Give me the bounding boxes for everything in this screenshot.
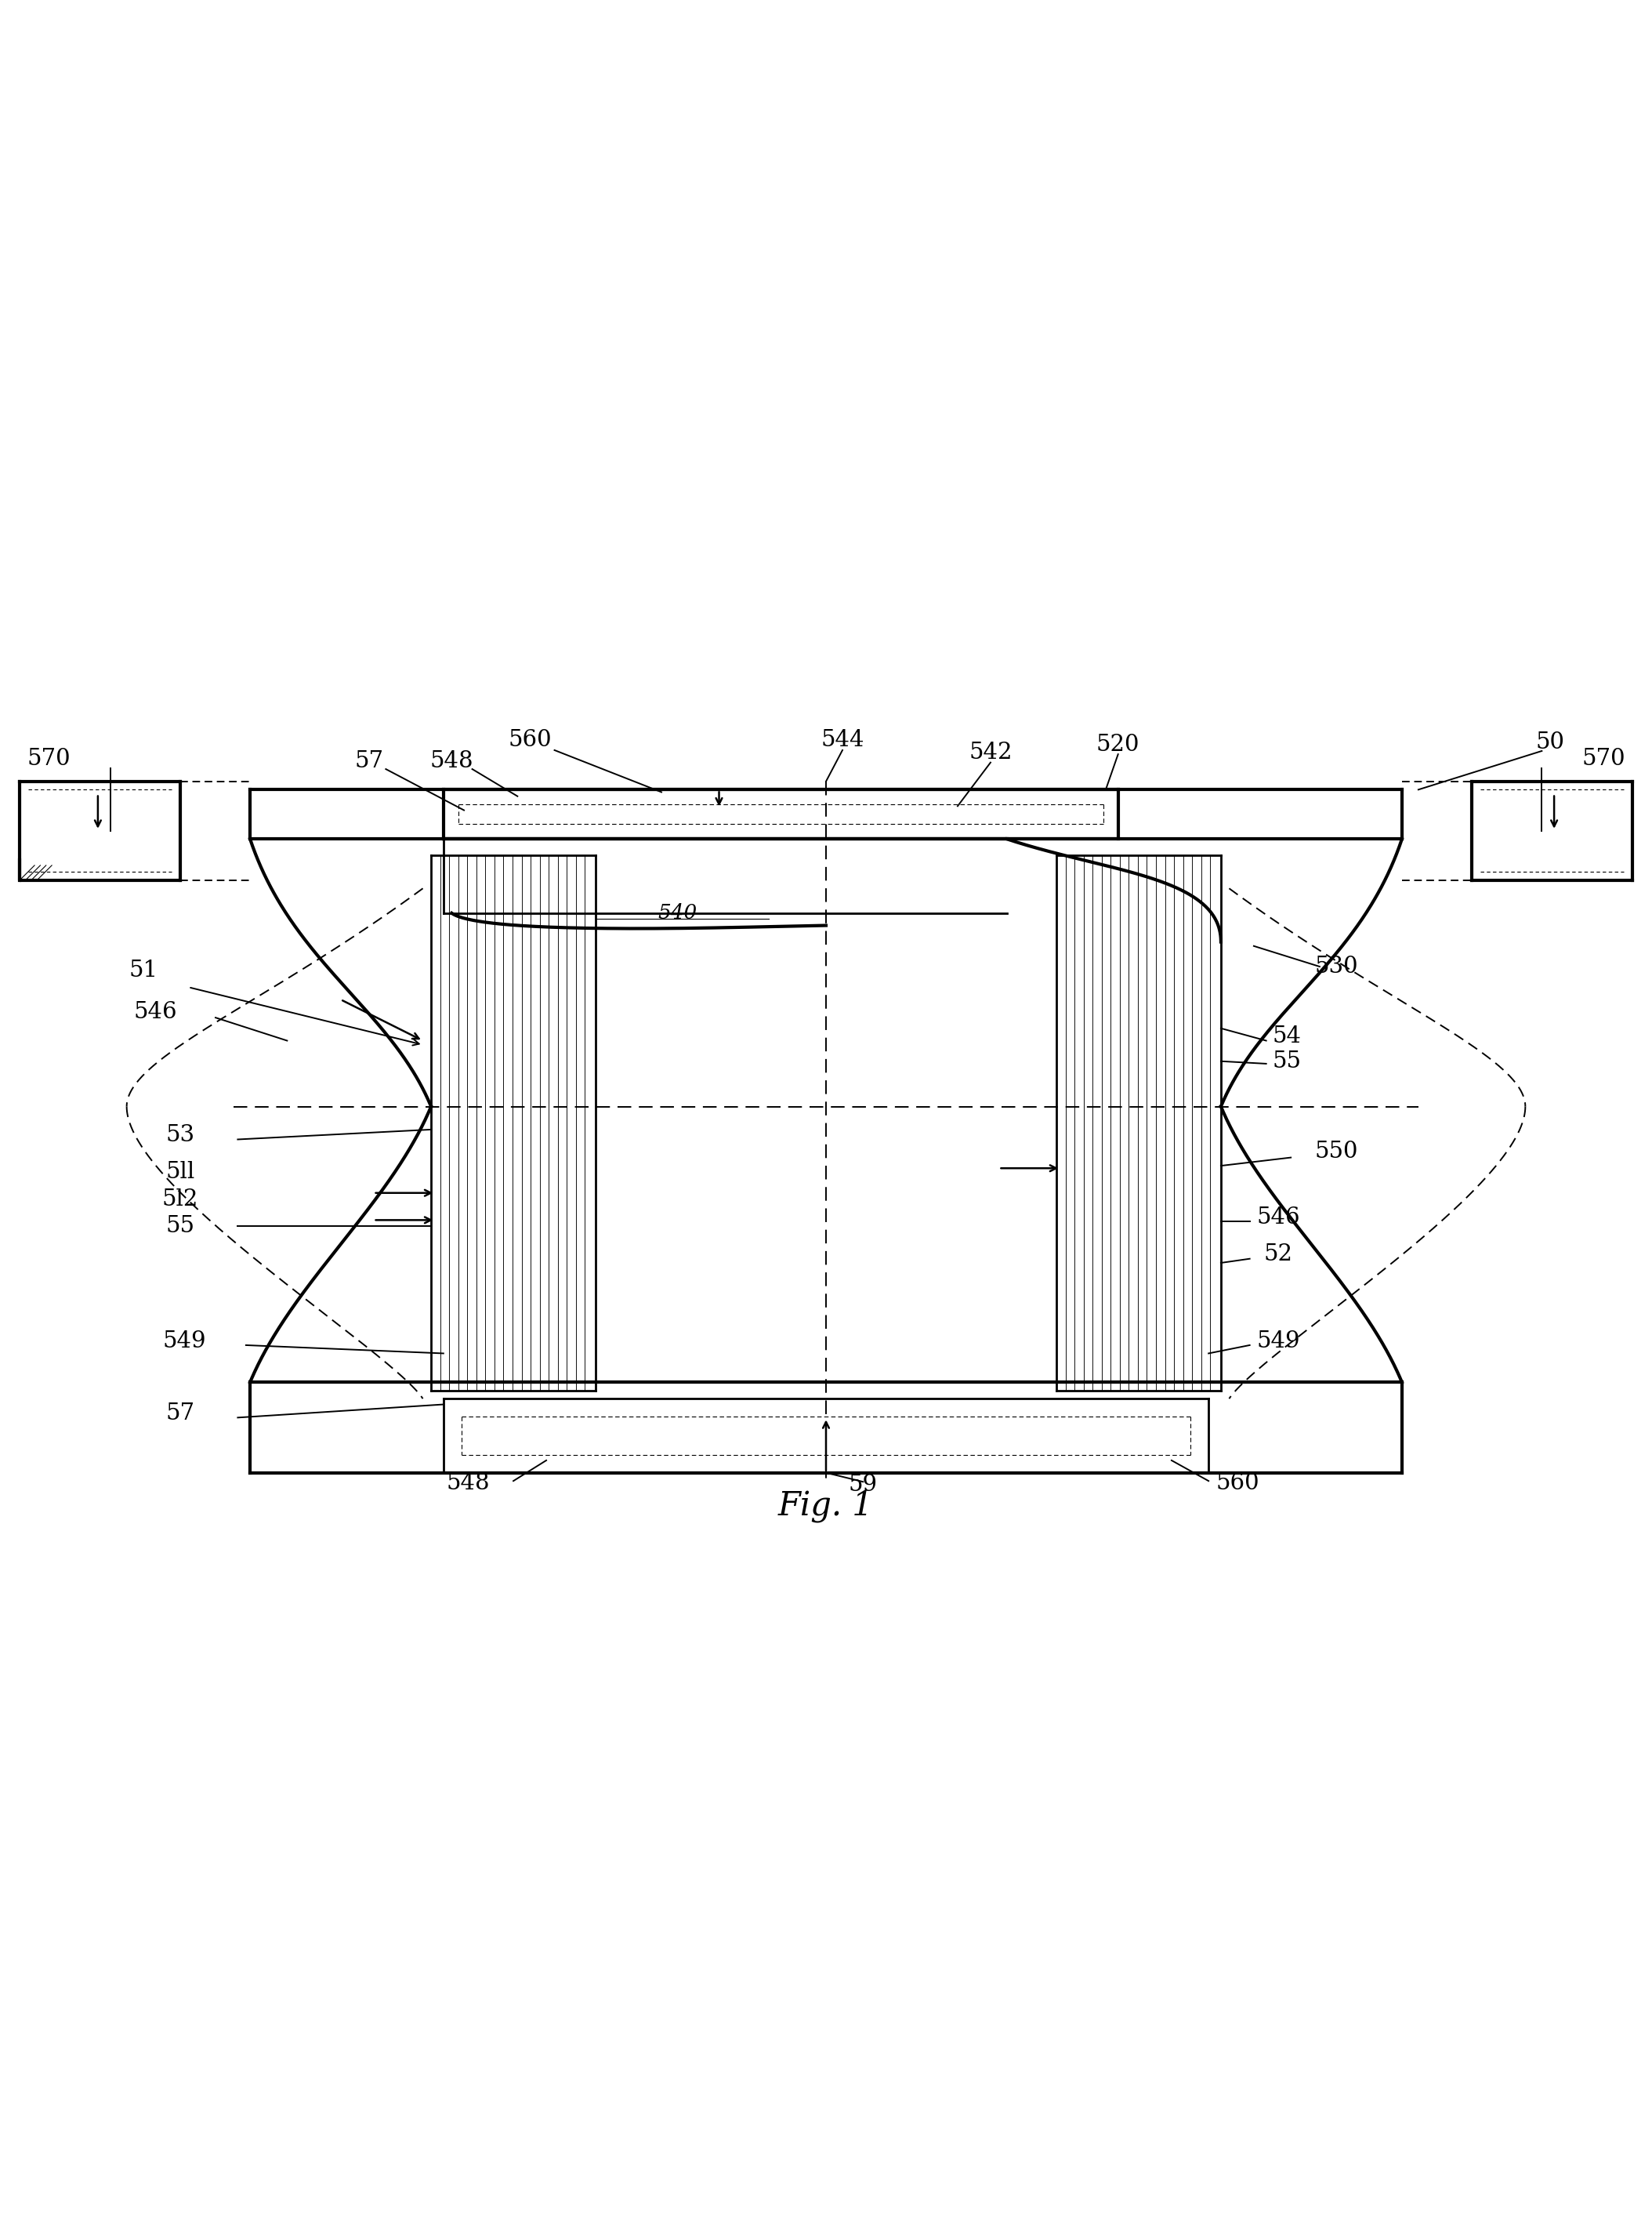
- Text: 55: 55: [1272, 1051, 1302, 1073]
- Text: 548: 548: [446, 1472, 491, 1494]
- Text: 550: 550: [1315, 1140, 1358, 1162]
- Text: 55: 55: [165, 1215, 195, 1237]
- Text: 542: 542: [968, 741, 1013, 763]
- Text: 59: 59: [849, 1474, 877, 1496]
- Text: 50: 50: [1535, 733, 1564, 755]
- Text: 54: 54: [1272, 1025, 1302, 1047]
- Text: 53: 53: [165, 1124, 195, 1146]
- Text: 570: 570: [26, 748, 71, 770]
- Polygon shape: [1056, 856, 1221, 1390]
- Text: 544: 544: [821, 730, 864, 750]
- Text: 540: 540: [657, 903, 697, 923]
- Text: 57: 57: [165, 1403, 195, 1425]
- Text: 51: 51: [129, 960, 157, 983]
- Text: 570: 570: [1581, 748, 1626, 770]
- Text: Fig. 1: Fig. 1: [778, 1489, 874, 1523]
- Text: 549: 549: [1257, 1330, 1300, 1352]
- Text: 57: 57: [355, 750, 383, 772]
- Text: 546: 546: [1257, 1206, 1300, 1228]
- Text: 52: 52: [1264, 1244, 1294, 1266]
- Text: 5l2: 5l2: [162, 1188, 198, 1211]
- Polygon shape: [431, 856, 596, 1390]
- Text: 549: 549: [162, 1330, 206, 1352]
- Text: 520: 520: [1097, 733, 1140, 755]
- Text: 5ll: 5ll: [165, 1162, 195, 1184]
- Text: 530: 530: [1315, 956, 1358, 978]
- Text: 560: 560: [509, 730, 552, 750]
- Text: 560: 560: [1216, 1472, 1259, 1494]
- Text: 546: 546: [134, 1000, 177, 1022]
- Text: 548: 548: [430, 750, 474, 772]
